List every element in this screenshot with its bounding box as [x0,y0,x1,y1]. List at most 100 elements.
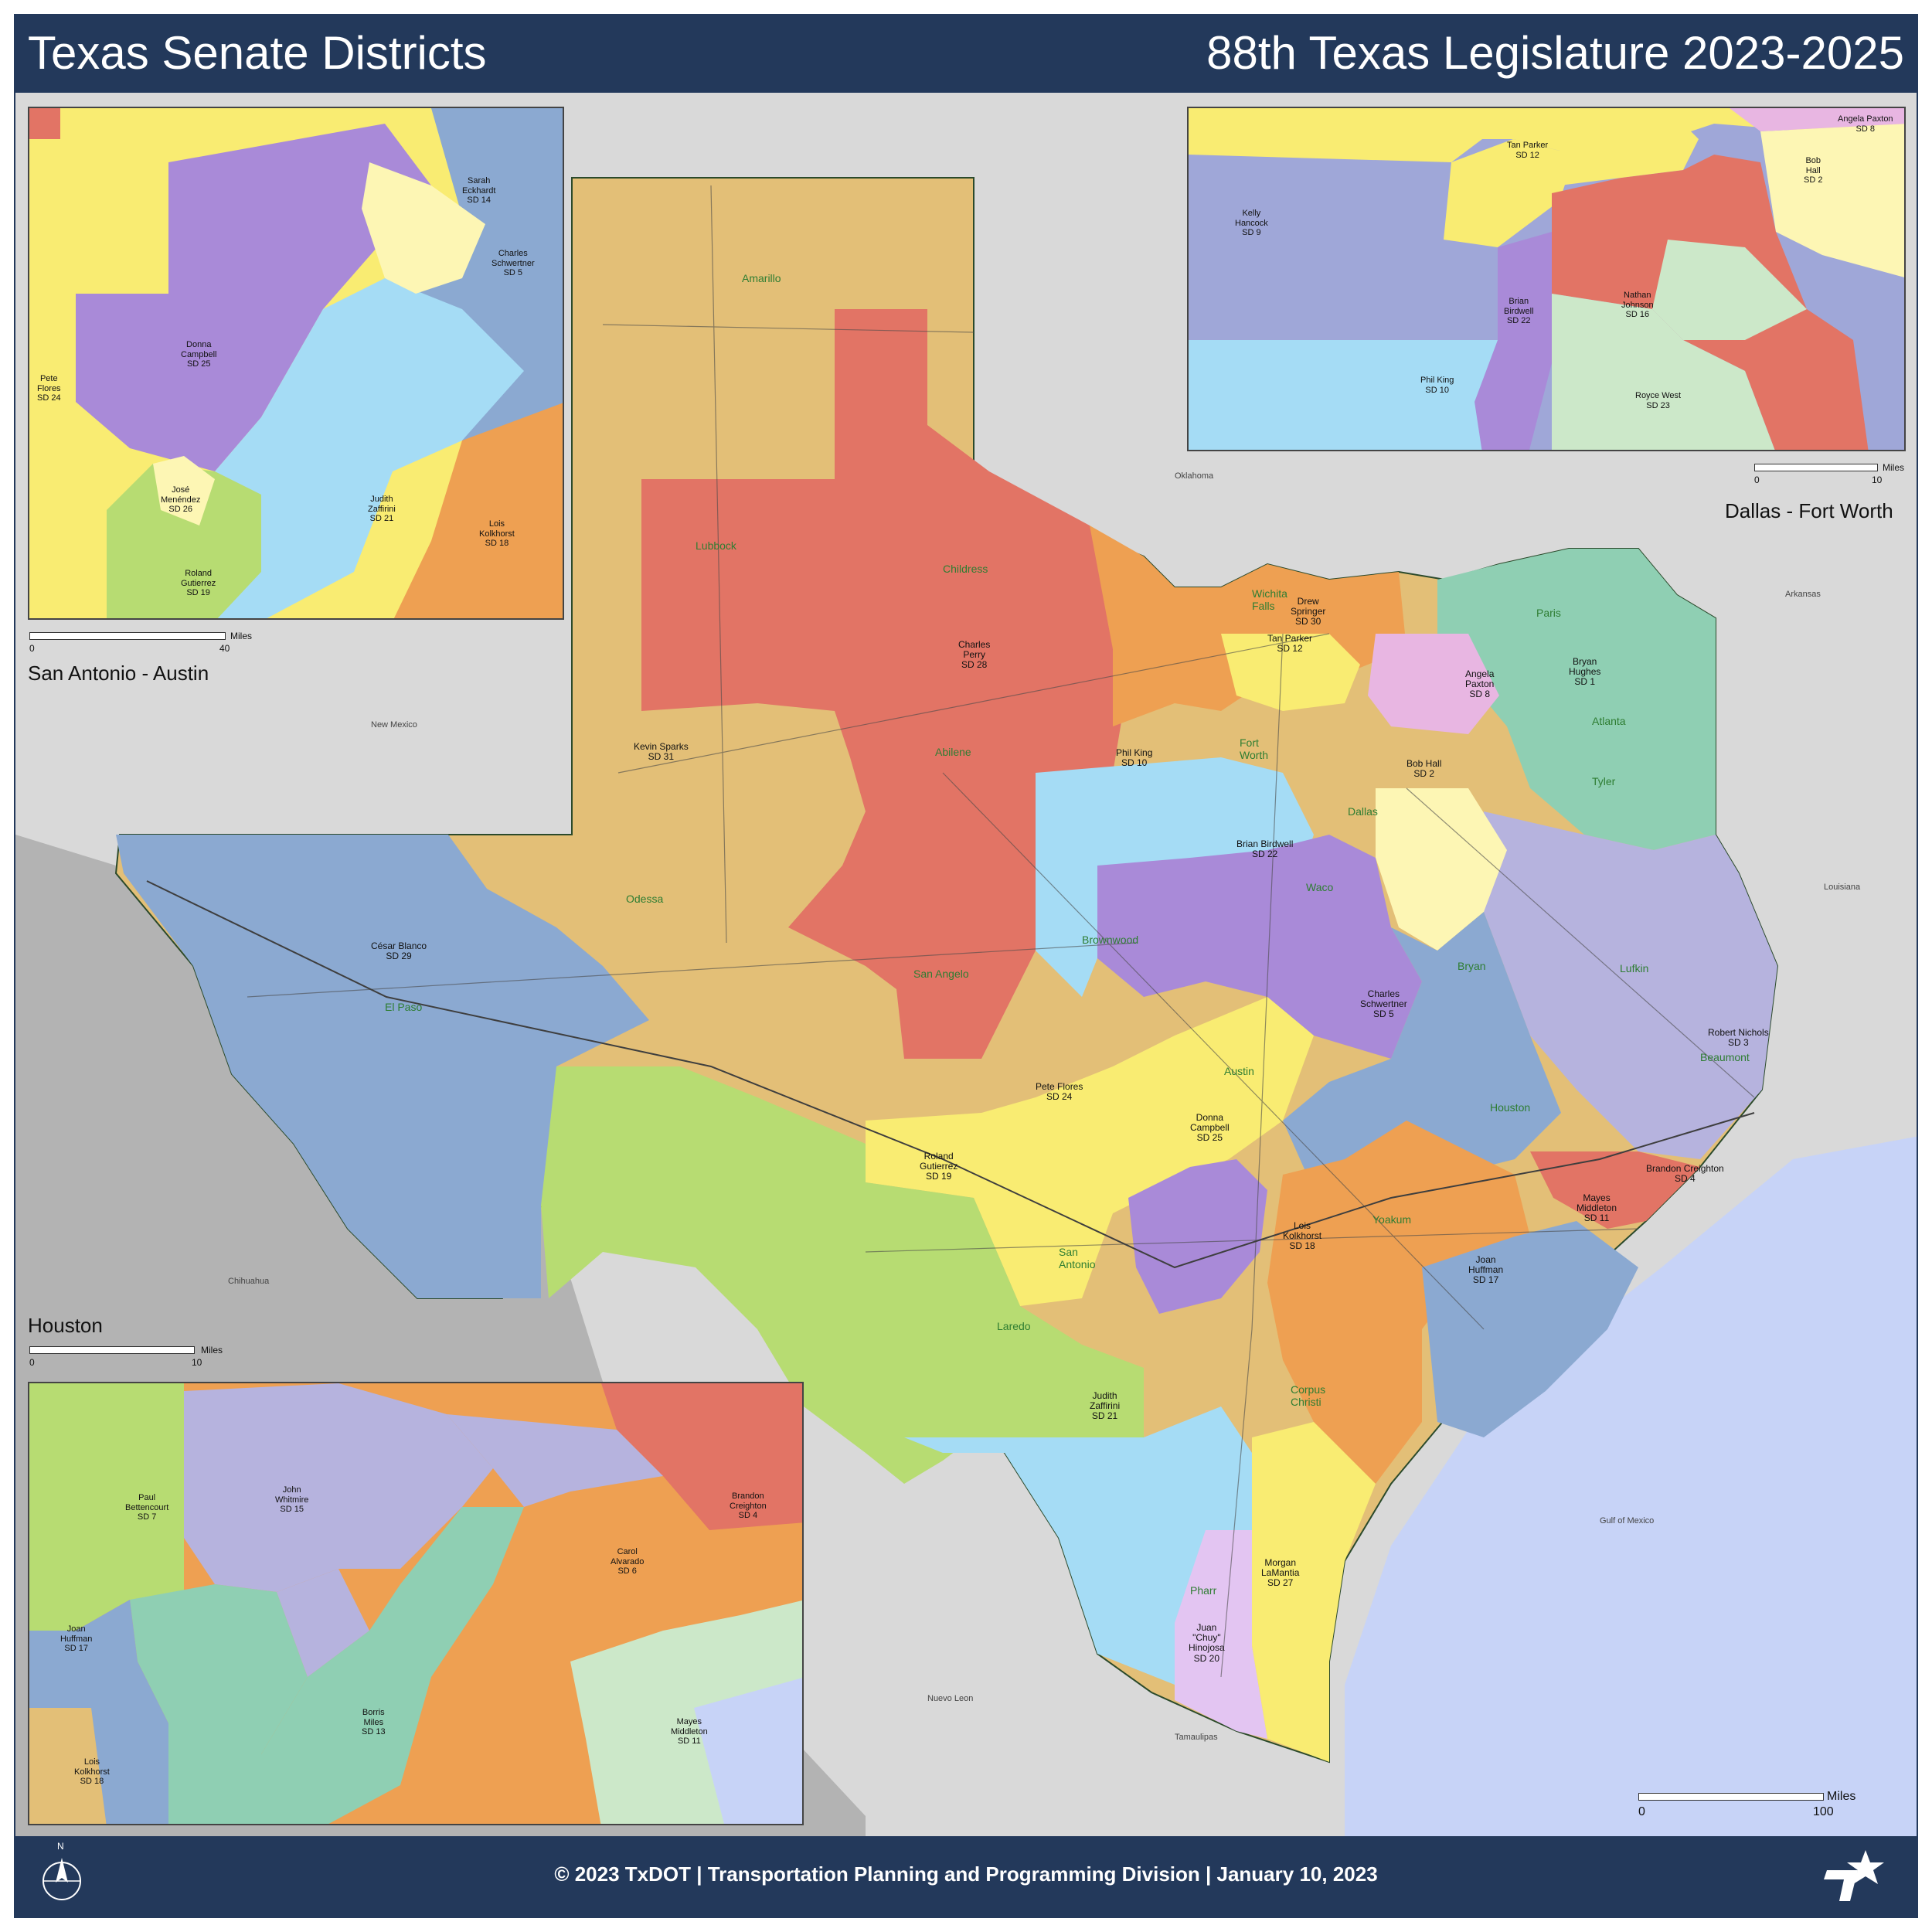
legislature-title: 88th Texas Legislature 2023-2025 [1206,27,1904,79]
houston-label-sd7: Paul Bettencourt SD 7 [125,1493,169,1522]
city-austin: Austin [1224,1065,1254,1077]
city-amarillo: Amarillo [742,272,781,284]
sa-scale-min: 0 [29,643,35,654]
district-sd17 [1422,1221,1638,1437]
label-nuevo-leon: Nuevo Leon [927,1694,974,1703]
district-sd27 [1252,1422,1376,1762]
sa-scale-unit: Miles [230,631,253,641]
district-label-sd27: Morgan LaMantia SD 27 [1261,1557,1300,1589]
inset-houston: Paul Bettencourt SD 7 John Whitmire SD 1… [28,1382,804,1825]
district-label-sd22: Brian Birdwell SD 22 [1236,838,1294,860]
inset-san-antonio-austin: Sarah Eckhardt SD 14 Charles Schwertner … [28,107,564,620]
map-frame: Texas Senate Districts 88th Texas Legisl… [14,14,1918,1918]
houston-label-sd6: Carol Alvarado SD 6 [611,1547,645,1577]
district-label-sd31: Kevin Sparks SD 31 [634,741,689,763]
houston-scale-max: 10 [192,1357,202,1368]
sa-label-sd21: Judith Zaffirini SD 21 [368,495,396,524]
houston-label-sd17: Joan Huffman SD 17 [60,1624,93,1654]
city-dallas: Dallas [1348,805,1378,818]
district-sd20 [1175,1530,1267,1739]
city-tyler: Tyler [1592,775,1616,787]
main-scale-min: 0 [1638,1805,1645,1818]
houston-label-sd13: Borris Miles SD 13 [362,1708,386,1737]
district-label-sd25: Donna Campbell SD 25 [1190,1112,1230,1144]
district-sd4 [1530,1151,1700,1229]
city-lufkin: Lufkin [1620,962,1649,975]
dfw-label-sd9: Kelly Hancock SD 9 [1235,209,1268,238]
label-oklahoma: Oklahoma [1175,471,1214,481]
district-sd19 [541,1066,1144,1484]
city-atlanta: Atlanta [1592,715,1626,727]
district-sd28 [641,309,1128,1059]
main-scale-graphic [1638,1793,1824,1801]
txdot-logo-icon [1819,1847,1896,1910]
north-arrow-icon: N [39,1841,85,1906]
sa-scale-max: 40 [219,643,230,654]
houston-scale-min: 0 [29,1357,35,1368]
map-title: Texas Senate Districts [28,27,487,79]
city-brownwood: Brownwood [1082,934,1139,946]
district-sd12 [1221,634,1360,711]
district-label-sd10: Phil King SD 10 [1116,747,1153,769]
city-odessa: Odessa [626,893,664,905]
interstate-10 [146,880,1755,1269]
label-new-mexico: New Mexico [371,720,417,730]
district-sd25 [1128,1159,1267,1314]
sa-scale-bar: Miles 0 40 [29,631,277,663]
district-label-sd30: Drew Springer SD 30 [1291,596,1326,628]
sa-label-sd5: Charles Schwertner SD 5 [492,249,535,278]
main-scale-bar: Miles 0 100 [1638,1790,1855,1839]
label-chihuahua: Chihuahua [228,1277,270,1286]
gulf-area [1345,1136,1917,1839]
district-sd21 [904,1406,1252,1685]
inset-dallas-fort-worth: Kelly Hancock SD 9 Tan Parker SD 12 Ange… [1187,107,1906,451]
dfw-label-sd2: Bob Hall SD 2 [1804,156,1823,185]
district-label-sd3: Robert Nichols SD 3 [1708,1027,1769,1049]
district-sd3 [1484,811,1777,1159]
district-sd22 [1097,835,1422,1059]
city-corpus-christi: Corpus Christi [1291,1383,1326,1408]
dfw-label-sd22: Brian Birdwell SD 22 [1504,297,1534,326]
sa-label-sd14: Sarah Eckhardt SD 14 [462,176,496,206]
dfw-inset-title: Dallas - Fort Worth [1725,499,1893,522]
label-gulf-of-mexico: Gulf of Mexico [1600,1516,1655,1526]
city-fort-worth: Fort Worth [1240,736,1269,761]
district-label-sd5: Charles Schwertner SD 5 [1360,988,1407,1020]
district-label-sd20: Juan "Chuy" Hinojosa SD 20 [1189,1622,1225,1664]
district-label-sd17: Joan Huffman SD 17 [1468,1254,1504,1286]
dfw-label-sd16: Nathan Johnson SD 16 [1621,291,1654,320]
district-label-sd12: Tan Parker SD 12 [1267,633,1313,655]
city-bryan: Bryan [1458,960,1486,972]
houston-label-sd15: John Whitmire SD 15 [275,1485,309,1515]
sa-inset-title: San Antonio - Austin [28,662,209,685]
city-laredo: Laredo [997,1320,1031,1332]
city-el-paso: El Paso [385,1001,423,1013]
houston-scale-graphic [29,1346,195,1354]
city-abilene: Abilene [935,746,971,758]
city-yoakum: Yoakum [1372,1213,1412,1226]
inset-dfw-map [1189,108,1904,450]
sa-label-sd25: Donna Campbell SD 25 [181,340,217,369]
district-label-sd24: Pete Flores SD 24 [1036,1081,1083,1103]
dfw-label-sd10: Phil King SD 10 [1420,376,1454,395]
sa-scale-graphic [29,632,226,640]
footer-credit: © 2023 TxDOT | Transportation Planning a… [554,1862,1378,1886]
dfw-label-sd23: Royce West SD 23 [1635,391,1682,410]
city-lubbock: Lubbock [696,539,736,552]
dfw-scale-min: 0 [1754,474,1760,485]
city-wichita-falls: Wichita Falls [1252,587,1287,612]
label-arkansas: Arkansas [1785,590,1821,599]
district-label-sd2: Bob Hall SD 2 [1406,758,1442,780]
main-scale-max: 100 [1813,1805,1834,1818]
district-sd24 [866,997,1314,1306]
inset-houston-map [29,1383,802,1824]
city-beaumont: Beaumont [1700,1051,1750,1063]
sa-label-sd26: José Menéndez SD 26 [161,485,201,515]
inset-sa-map [29,108,563,618]
city-childress: Childress [943,563,988,575]
city-paris: Paris [1536,607,1561,619]
north-label: N [57,1841,64,1852]
district-label-sd19: Roland Gutierrez SD 19 [920,1151,958,1182]
district-label-sd29: César Blanco SD 29 [371,940,427,962]
main-scale-unit: Miles [1827,1790,1856,1803]
